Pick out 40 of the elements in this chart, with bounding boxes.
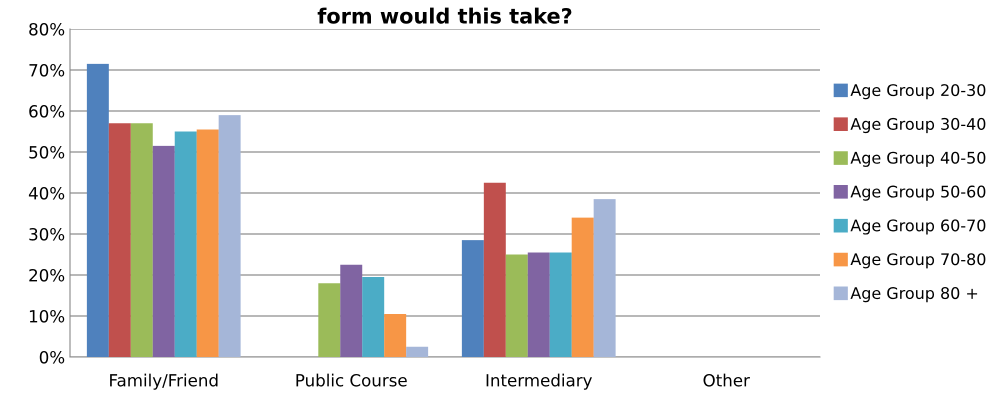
y-tick-label: 70% — [29, 64, 64, 77]
bar — [130, 123, 153, 357]
legend-label: Age Group 20-30 — [850, 84, 986, 100]
y-tick-label: 60% — [29, 104, 64, 118]
x-tick-label: Public Course — [296, 374, 407, 387]
bar — [484, 182, 506, 357]
legend-label: Age Group 30-40 — [850, 118, 986, 134]
bar — [152, 146, 175, 357]
bar — [406, 346, 428, 357]
y-tick-label: 80% — [29, 22, 64, 36]
x-tick-label: Intermediary — [486, 374, 592, 390]
y-tick-label: 50% — [29, 146, 64, 159]
bar — [462, 240, 484, 357]
chart-title: form would this take? — [318, 8, 572, 24]
bar — [384, 314, 406, 357]
bar — [218, 115, 241, 357]
bar — [594, 199, 616, 357]
x-tick-label: Other — [704, 374, 750, 387]
bar — [86, 64, 109, 357]
y-tick-label: 10% — [30, 310, 64, 323]
y-tick-label: 40% — [28, 186, 64, 200]
legend-label: Age Group 50-60 — [850, 186, 986, 201]
bar — [196, 129, 219, 357]
bar — [528, 252, 550, 357]
x-tick-label: Family/Friend — [110, 374, 218, 390]
legend-label: Age Group 70-80 — [850, 253, 986, 268]
bar — [506, 254, 528, 357]
y-tick-label: 20% — [29, 268, 64, 282]
bar — [340, 264, 362, 357]
bar — [362, 277, 384, 357]
legend-label: Age Group 40-50 — [850, 152, 986, 167]
legend-label: Age Group 60-70 — [850, 219, 986, 235]
bar — [572, 218, 594, 357]
y-tick-label: 0% — [40, 350, 64, 364]
bar — [550, 252, 572, 357]
y-tick-label: 30% — [29, 228, 64, 241]
bar — [318, 283, 340, 357]
bar — [174, 132, 197, 357]
bar — [108, 123, 131, 357]
legend-label: Age Group 80 + — [850, 287, 978, 302]
